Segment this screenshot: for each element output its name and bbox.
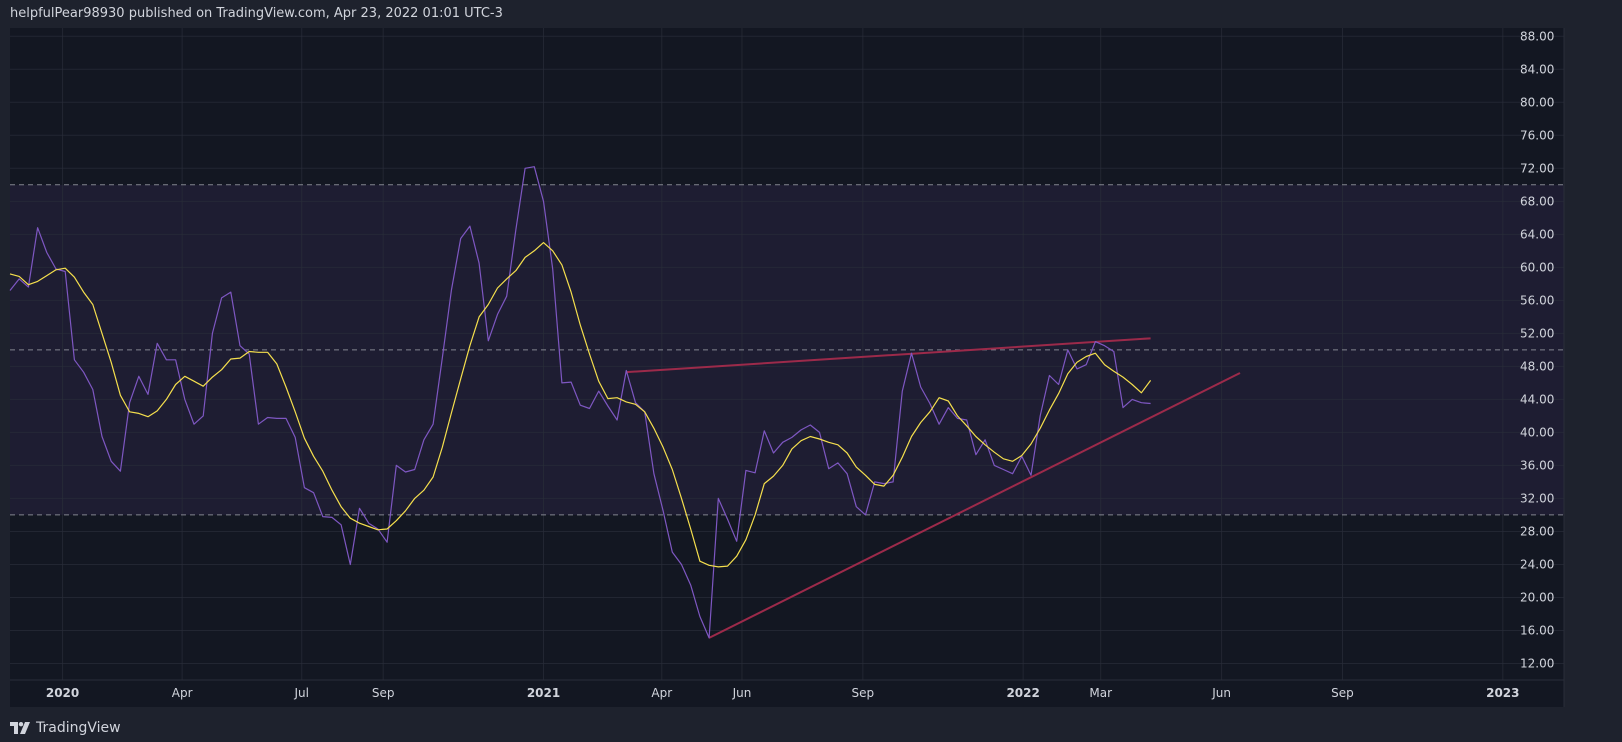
y-tick-label: 36.00 (1520, 458, 1554, 472)
x-tick-label: 2023 (1486, 686, 1519, 700)
time-axis: 2020 Apr Jul Sep 2021 Apr Jun Sep 2022 Mar Jun Sep 2… (46, 686, 1520, 700)
y-tick-label: 64.00 (1520, 227, 1554, 241)
y-tick-label: 48.00 (1520, 359, 1554, 373)
trendline (626, 337, 1151, 374)
x-tick-label: 2022 (1006, 686, 1039, 700)
y-tick-label: 28.00 (1520, 524, 1554, 538)
x-tick-label: Sep (852, 686, 875, 700)
tradingview-logo-icon (10, 722, 30, 734)
x-tick-label: Sep (1331, 686, 1354, 700)
y-tick-label: 16.00 (1520, 623, 1554, 637)
y-tick-label: 72.00 (1520, 161, 1554, 175)
x-tick-label: 2020 (46, 686, 79, 700)
y-tick-label: 84.00 (1520, 62, 1554, 76)
x-tick-label: Jun (732, 686, 752, 700)
y-tick-label: 60.00 (1520, 260, 1554, 274)
x-tick-label: Jun (1211, 686, 1231, 700)
horizontal-gridlines (10, 35, 1564, 664)
y-tick-label: 80.00 (1520, 95, 1554, 109)
footer-logo-text: TradingView (36, 720, 121, 736)
trendlines (626, 337, 1241, 639)
y-tick-label: 56.00 (1520, 293, 1554, 307)
y-tick-label: 12.00 (1520, 656, 1554, 670)
rsi-levels (10, 184, 1564, 516)
y-tick-label: 68.00 (1520, 194, 1554, 208)
x-tick-label: Apr (651, 686, 672, 700)
y-tick-label: 32.00 (1520, 491, 1554, 505)
trendline (708, 372, 1241, 639)
x-tick-label: Mar (1089, 686, 1112, 700)
x-tick-label: Jul (293, 686, 308, 700)
y-tick-label: 76.00 (1520, 128, 1554, 142)
y-tick-label: 44.00 (1520, 392, 1554, 406)
moving-average-line (9, 242, 1152, 568)
plot-area (10, 28, 1564, 707)
y-tick-label: 24.00 (1520, 557, 1554, 571)
publish-info: helpfulPear98930 published on TradingVie… (10, 6, 503, 21)
series-lines (9, 166, 1152, 639)
vertical-gridlines (62, 28, 1504, 680)
x-tick-label: Apr (172, 686, 193, 700)
x-tick-label: Sep (372, 686, 395, 700)
y-tick-label: 20.00 (1520, 590, 1554, 604)
y-tick-label: 88.00 (1520, 29, 1554, 43)
y-tick-label: 52.00 (1520, 326, 1554, 340)
price-axis: 88.00 84.00 80.00 76.00 72.00 68.00 64.00 60.00… (1520, 29, 1554, 670)
x-tick-label: 2021 (527, 686, 560, 700)
y-tick-label: 40.00 (1520, 425, 1554, 439)
footer-logo[interactable]: TradingView (10, 720, 121, 736)
